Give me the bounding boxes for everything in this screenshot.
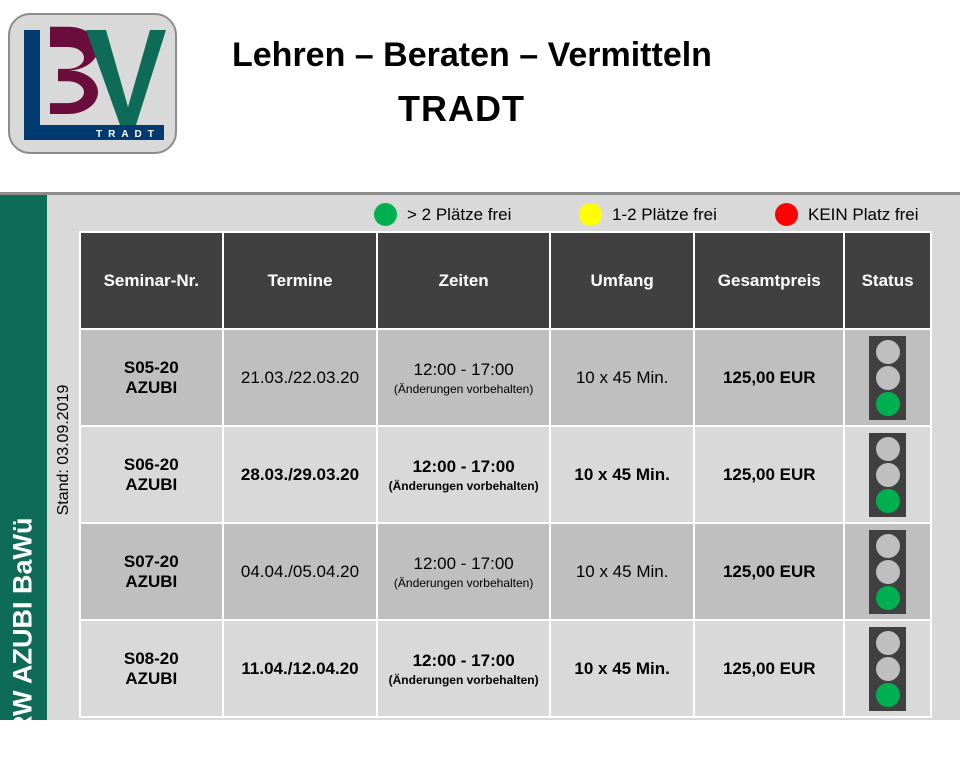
- hinweis: (Änderungen vorbehalten): [393, 381, 534, 396]
- header-gesamtpreis: Gesamtpreis: [693, 231, 846, 330]
- zeit: 12:00 - 17:00: [412, 650, 515, 670]
- status-cell: [843, 425, 932, 524]
- zeit: 12:00 - 17:00: [412, 456, 515, 476]
- legend-item-yellow: 1-2 Plätze frei: [579, 203, 717, 226]
- header-status: Status: [843, 231, 932, 330]
- page-subtitle: TRADT: [398, 88, 525, 129]
- seminar-nr-cell: S08-20 AZUBI: [79, 619, 224, 718]
- lamp-top: [875, 533, 900, 558]
- legend-label: KEIN Platz frei: [808, 204, 919, 224]
- header-termine: Termine: [221, 231, 379, 330]
- preis-cell: 125,00 EUR: [693, 425, 846, 524]
- green-dot-icon: [374, 203, 397, 226]
- termine-cell: 11.04./12.04.20: [221, 619, 379, 718]
- traffic-light-icon: [869, 432, 907, 517]
- table-row: S05-20 AZUBI 21.03./22.03.20 12:00 - 17:0…: [79, 328, 932, 427]
- termine-cell: 21.03./22.03.20: [221, 328, 379, 427]
- seminar-table: Seminar-Nr. Termine Zeiten Umfang Gesamt…: [79, 231, 932, 718]
- traffic-light-icon: [869, 529, 907, 614]
- zeit: 12:00 - 17:00: [413, 359, 514, 379]
- umfang-cell: 10 x 45 Min.: [548, 425, 696, 524]
- zeit: 12:00 - 17:00: [413, 553, 514, 573]
- divider: [0, 192, 960, 195]
- seminar-type: AZUBI: [125, 474, 178, 494]
- zeiten-cell: 12:00 - 17:00 (Änderungen vorbehalten): [376, 328, 551, 427]
- umfang-cell: 10 x 45 Min.: [548, 522, 696, 621]
- table-row: S07-20 AZUBI 04.04./05.04.20 12:00 - 17:0…: [79, 522, 932, 621]
- seminar-nr: S08-20: [123, 648, 179, 668]
- seminar-type: AZUBI: [125, 571, 178, 591]
- red-dot-icon: [775, 203, 798, 226]
- lamp-top: [875, 630, 900, 655]
- table-row: S06-20 AZUBI 28.03./29.03.20 12:00 - 17:0…: [79, 425, 932, 524]
- hinweis: (Änderungen vorbehalten): [393, 575, 534, 590]
- stand-date: Stand: 03.09.2019: [55, 384, 72, 516]
- zeiten-cell: 12:00 - 17:00 (Änderungen vorbehalten): [376, 425, 551, 524]
- lamp-middle: [875, 559, 900, 584]
- hinweis: (Änderungen vorbehalten): [388, 478, 539, 493]
- logo-text: TRADT: [96, 129, 160, 140]
- status-cell: [843, 522, 932, 621]
- umfang-cell: 10 x 45 Min.: [548, 619, 696, 718]
- header-seminar-nr: Seminar-Nr.: [79, 231, 224, 330]
- hinweis: (Änderungen vorbehalten): [388, 672, 539, 687]
- lamp-top: [875, 339, 900, 364]
- preis-cell: 125,00 EUR: [693, 619, 846, 718]
- lamp-middle: [875, 365, 900, 390]
- lamp-bottom: [875, 488, 900, 513]
- status-cell: [843, 328, 932, 427]
- lamp-bottom: [875, 391, 900, 416]
- table-row: S08-20 AZUBI 11.04./12.04.20 12:00 - 17:0…: [79, 619, 932, 718]
- lamp-middle: [875, 462, 900, 487]
- seminar-nr: S05-20: [123, 357, 179, 377]
- legend-label: 1-2 Plätze frei: [612, 204, 717, 224]
- lamp-bottom: [875, 585, 900, 610]
- page-title: Lehren – Beraten – Vermitteln: [232, 36, 712, 74]
- traffic-light-icon: [869, 626, 907, 711]
- termine-cell: 04.04./05.04.20: [221, 522, 379, 621]
- zeiten-cell: 12:00 - 17:00 (Änderungen vorbehalten): [376, 522, 551, 621]
- legend-item-green: > 2 Plätze frei: [374, 203, 511, 226]
- seminar-nr: S06-20: [123, 454, 179, 474]
- header-zeiten: Zeiten: [376, 231, 551, 330]
- yellow-dot-icon: [579, 203, 602, 226]
- preis-cell: 125,00 EUR: [693, 328, 846, 427]
- legend-item-red: KEIN Platz frei: [775, 203, 919, 226]
- seminar-nr-cell: S06-20 AZUBI: [79, 425, 224, 524]
- header-umfang: Umfang: [548, 231, 696, 330]
- zeiten-cell: 12:00 - 17:00 (Änderungen vorbehalten): [376, 619, 551, 718]
- seminar-nr: S07-20: [123, 551, 179, 571]
- lamp-bottom: [875, 682, 900, 707]
- umfang-cell: 10 x 45 Min.: [548, 328, 696, 427]
- lamp-middle: [875, 656, 900, 681]
- seminar-nr-cell: S05-20 AZUBI: [79, 328, 224, 427]
- seminar-type: AZUBI: [125, 668, 178, 688]
- traffic-light-icon: [869, 335, 907, 420]
- lamp-top: [875, 436, 900, 461]
- sidebar: VBRW AZUBI BaWü: [0, 195, 47, 772]
- logo: TRADT: [8, 13, 177, 154]
- termine-cell: 28.03./29.03.20: [221, 425, 379, 524]
- legend-label: > 2 Plätze frei: [407, 204, 512, 224]
- sidebar-label: VBRW AZUBI BaWü: [7, 517, 38, 773]
- seminar-type: AZUBI: [125, 377, 178, 397]
- seminar-nr-cell: S07-20 AZUBI: [79, 522, 224, 621]
- preis-cell: 125,00 EUR: [693, 522, 846, 621]
- status-cell: [843, 619, 932, 718]
